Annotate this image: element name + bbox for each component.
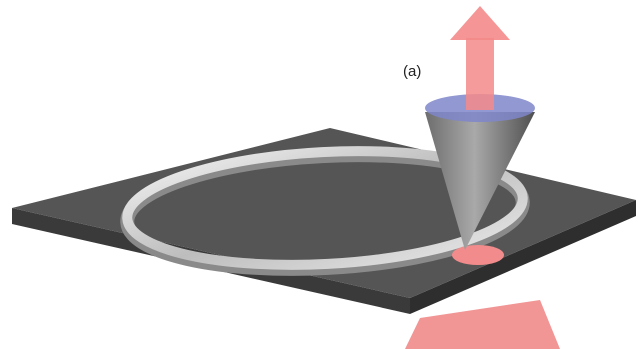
page: (a) (() => { const data = JSON.parse(doc… <box>0 0 638 349</box>
spot <box>452 245 504 265</box>
output-beam <box>466 38 494 110</box>
scene: (a) <box>0 0 638 349</box>
panel-label: (a) <box>403 63 421 80</box>
